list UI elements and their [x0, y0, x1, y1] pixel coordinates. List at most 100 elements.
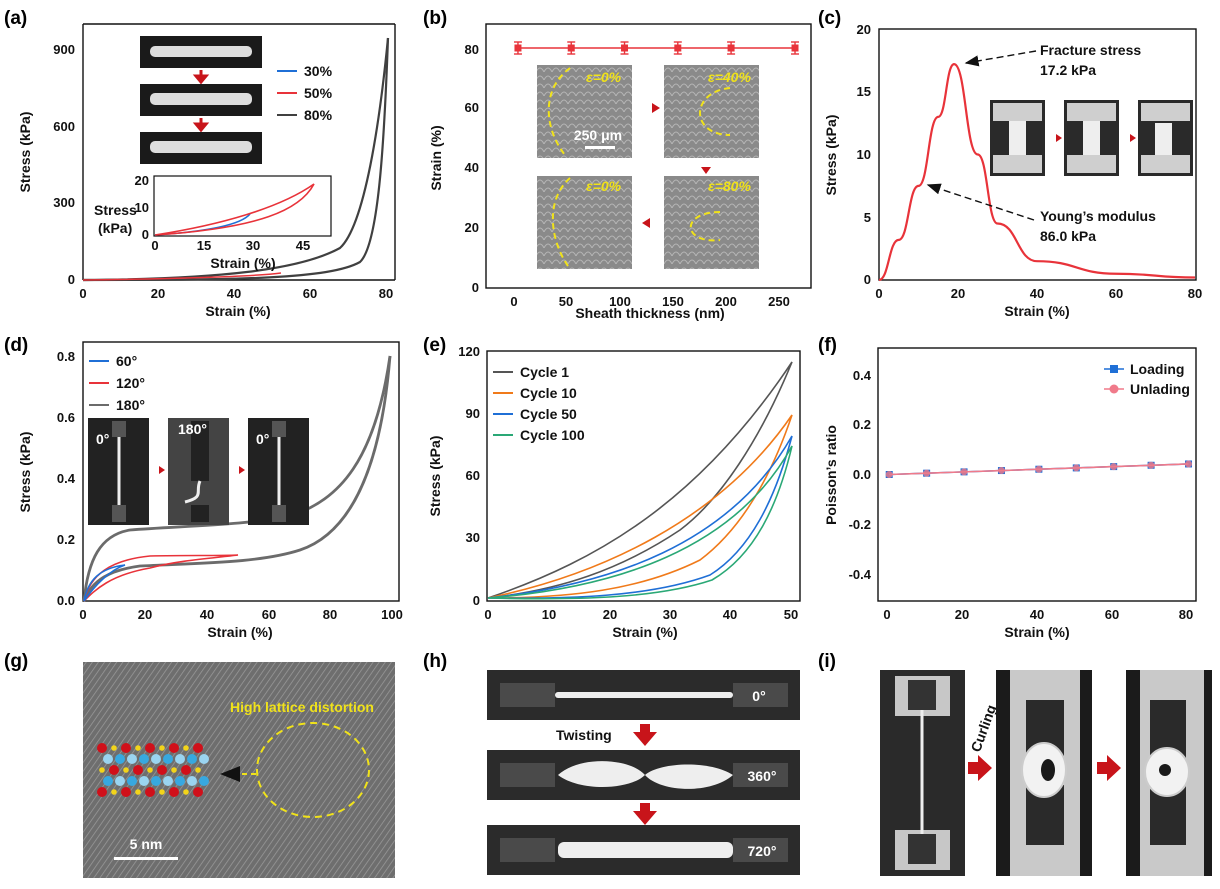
g-atom [127, 776, 137, 786]
g-atom [99, 767, 105, 773]
svg-text:0.2: 0.2 [57, 532, 75, 547]
svg-text:0: 0 [883, 607, 890, 622]
svg-text:40: 40 [723, 607, 737, 622]
svg-text:0: 0 [472, 280, 479, 295]
h-photo-1: 0° [487, 670, 800, 720]
g-atom [151, 776, 161, 786]
svg-text:ε=80%: ε=80% [708, 178, 751, 194]
g-atom [199, 754, 209, 764]
svg-text:(kPa): (kPa) [98, 220, 132, 236]
i-photo-2 [996, 670, 1092, 876]
g-atom [111, 789, 117, 795]
panel-label-a: (a) [4, 8, 27, 29]
a-photo-3 [140, 132, 262, 164]
svg-text:80: 80 [323, 607, 337, 622]
svg-text:30%: 30% [304, 63, 333, 79]
svg-text:20: 20 [951, 286, 965, 301]
g-atom [187, 754, 197, 764]
svg-text:ε=0%: ε=0% [586, 178, 622, 194]
d-curve-180-unloading [82, 355, 392, 602]
svg-text:Cycle 1: Cycle 1 [520, 364, 569, 380]
g-atom [115, 754, 125, 764]
svg-text:10: 10 [857, 147, 871, 162]
panel-label-g: (g) [4, 651, 28, 672]
b-sem-2: ε=40% [664, 65, 759, 158]
svg-text:0°: 0° [256, 431, 269, 447]
g-atom [115, 776, 125, 786]
g-atom [97, 743, 107, 753]
svg-text:20: 20 [135, 173, 149, 188]
g-atom-model [97, 743, 209, 797]
svg-text:Cycle 50: Cycle 50 [520, 406, 577, 422]
svg-text:80: 80 [1188, 286, 1202, 301]
svg-text:40: 40 [1030, 286, 1044, 301]
e-cycle-100 [487, 445, 793, 600]
c-yticks: 0 5 10 15 20 [857, 22, 871, 287]
g-atom [97, 787, 107, 797]
svg-text:90: 90 [466, 406, 480, 421]
d-yticks: 0.0 0.2 0.4 0.6 0.8 [57, 349, 76, 608]
b-point [673, 41, 682, 55]
g-atom [103, 754, 113, 764]
svg-text:250 μm: 250 μm [574, 127, 622, 143]
b-sem-4: ε=80% [664, 176, 759, 269]
svg-text:0.6: 0.6 [57, 410, 75, 425]
a-legend: 30% 50% 80% [277, 63, 333, 123]
g-atom [171, 767, 177, 773]
svg-text:0: 0 [864, 272, 871, 287]
svg-text:900: 900 [53, 42, 75, 57]
panel-label-c: (c) [818, 8, 841, 29]
g-atom [183, 745, 189, 751]
svg-text:ε=0%: ε=0% [586, 69, 622, 85]
b-point [727, 41, 736, 55]
a-curve-80-loading [82, 37, 390, 282]
a-xticks: 0 20 40 60 80 [79, 286, 393, 301]
svg-text:Strain (%): Strain (%) [210, 255, 275, 271]
g-atom [159, 745, 165, 751]
f-series [885, 460, 1193, 478]
svg-text:ε=40%: ε=40% [708, 69, 751, 85]
svg-text:120°: 120° [116, 375, 145, 391]
svg-text:100: 100 [609, 294, 631, 309]
g-atom [109, 765, 119, 775]
f-yticks: -0.4 -0.2 0.0 0.2 0.4 [849, 368, 872, 582]
g-atom [147, 767, 153, 773]
g-atom [145, 743, 155, 753]
svg-text:Cycle 10: Cycle 10 [520, 385, 577, 401]
svg-text:0.4: 0.4 [853, 368, 872, 383]
g-atom [169, 743, 179, 753]
svg-text:20: 20 [138, 607, 152, 622]
panel-label-d: (d) [4, 335, 28, 356]
svg-text:30: 30 [466, 530, 480, 545]
g-atom [193, 743, 203, 753]
g-atom [135, 745, 141, 751]
svg-text:40: 40 [1030, 607, 1044, 622]
f-point-unloading [1072, 464, 1080, 472]
svg-text:45: 45 [296, 238, 310, 253]
f-point-unloading [1110, 463, 1118, 471]
a-ylabel: Stress (kPa) [17, 112, 33, 193]
g-scale: 5 nm [130, 836, 163, 852]
svg-text:0.0: 0.0 [57, 593, 75, 608]
d-legend: 60° 120° 180° [89, 353, 145, 413]
c-ann-modulus-value: 86.0 kPa [1040, 228, 1096, 244]
g-annotation: High lattice distortion [230, 699, 374, 715]
b-sem-1: ε=0% 250 μm [537, 65, 632, 158]
panel-g: (g) High lattice distortion 5 nm [4, 651, 395, 878]
svg-text:200: 200 [715, 294, 737, 309]
g-atom [127, 754, 137, 764]
g-atom [175, 754, 185, 764]
svg-text:80%: 80% [304, 107, 333, 123]
a-photo-1 [140, 36, 262, 68]
svg-text:20: 20 [465, 220, 479, 235]
svg-text:60°: 60° [116, 353, 137, 369]
panel-i: (i) Curling [818, 651, 1212, 876]
svg-text:40: 40 [227, 286, 241, 301]
svg-text:50: 50 [784, 607, 798, 622]
g-atom [175, 776, 185, 786]
svg-text:180°: 180° [116, 397, 145, 413]
g-atom [121, 743, 131, 753]
svg-text:600: 600 [53, 119, 75, 134]
svg-text:0.2: 0.2 [853, 417, 871, 432]
g-atom [195, 767, 201, 773]
